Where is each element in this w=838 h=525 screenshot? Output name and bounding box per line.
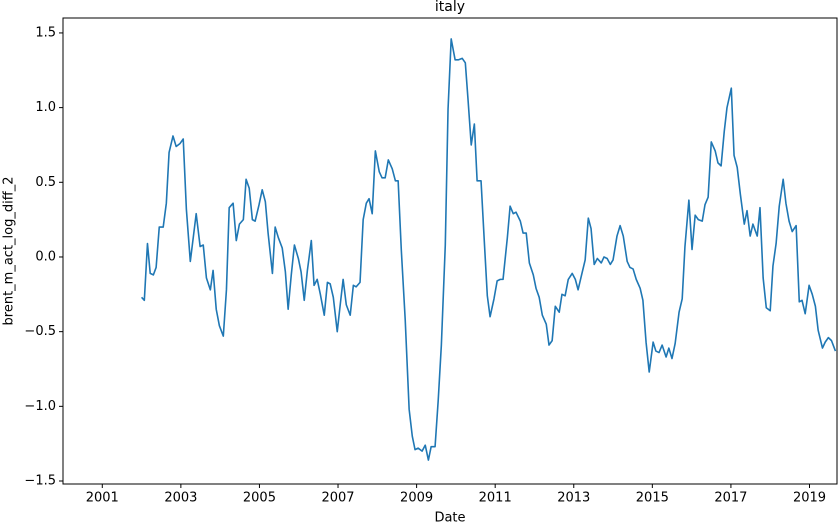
y-tick-label: 1.5 — [35, 25, 56, 40]
x-tick-label: 2003 — [164, 491, 197, 506]
plot-frame — [62, 17, 838, 485]
x-tick-label: 2001 — [86, 491, 119, 506]
y-tick-label: −1.5 — [24, 474, 56, 489]
x-tick-label: 2009 — [400, 491, 433, 506]
y-tick-label: 0.5 — [35, 175, 56, 190]
y-axis-label: brent_m_act_log_diff_2 — [2, 177, 17, 326]
x-tick-label: 2017 — [714, 491, 747, 506]
x-tick-label: 2011 — [479, 491, 512, 506]
line-series — [140, 38, 837, 461]
chart-title: italy — [435, 0, 465, 15]
x-tick-label: 2015 — [636, 491, 669, 506]
x-tick-label: 2005 — [243, 491, 276, 506]
x-tick-label: 2019 — [793, 491, 826, 506]
y-tick-label: −0.5 — [24, 324, 56, 339]
y-tick-label: 1.0 — [35, 100, 56, 115]
y-tick-label: 0.0 — [35, 249, 56, 264]
x-tick-label: 2013 — [557, 491, 590, 506]
x-axis-label: Date — [434, 511, 465, 525]
y-tick-label: −1.0 — [24, 399, 56, 414]
x-tick-label: 2007 — [321, 491, 354, 506]
